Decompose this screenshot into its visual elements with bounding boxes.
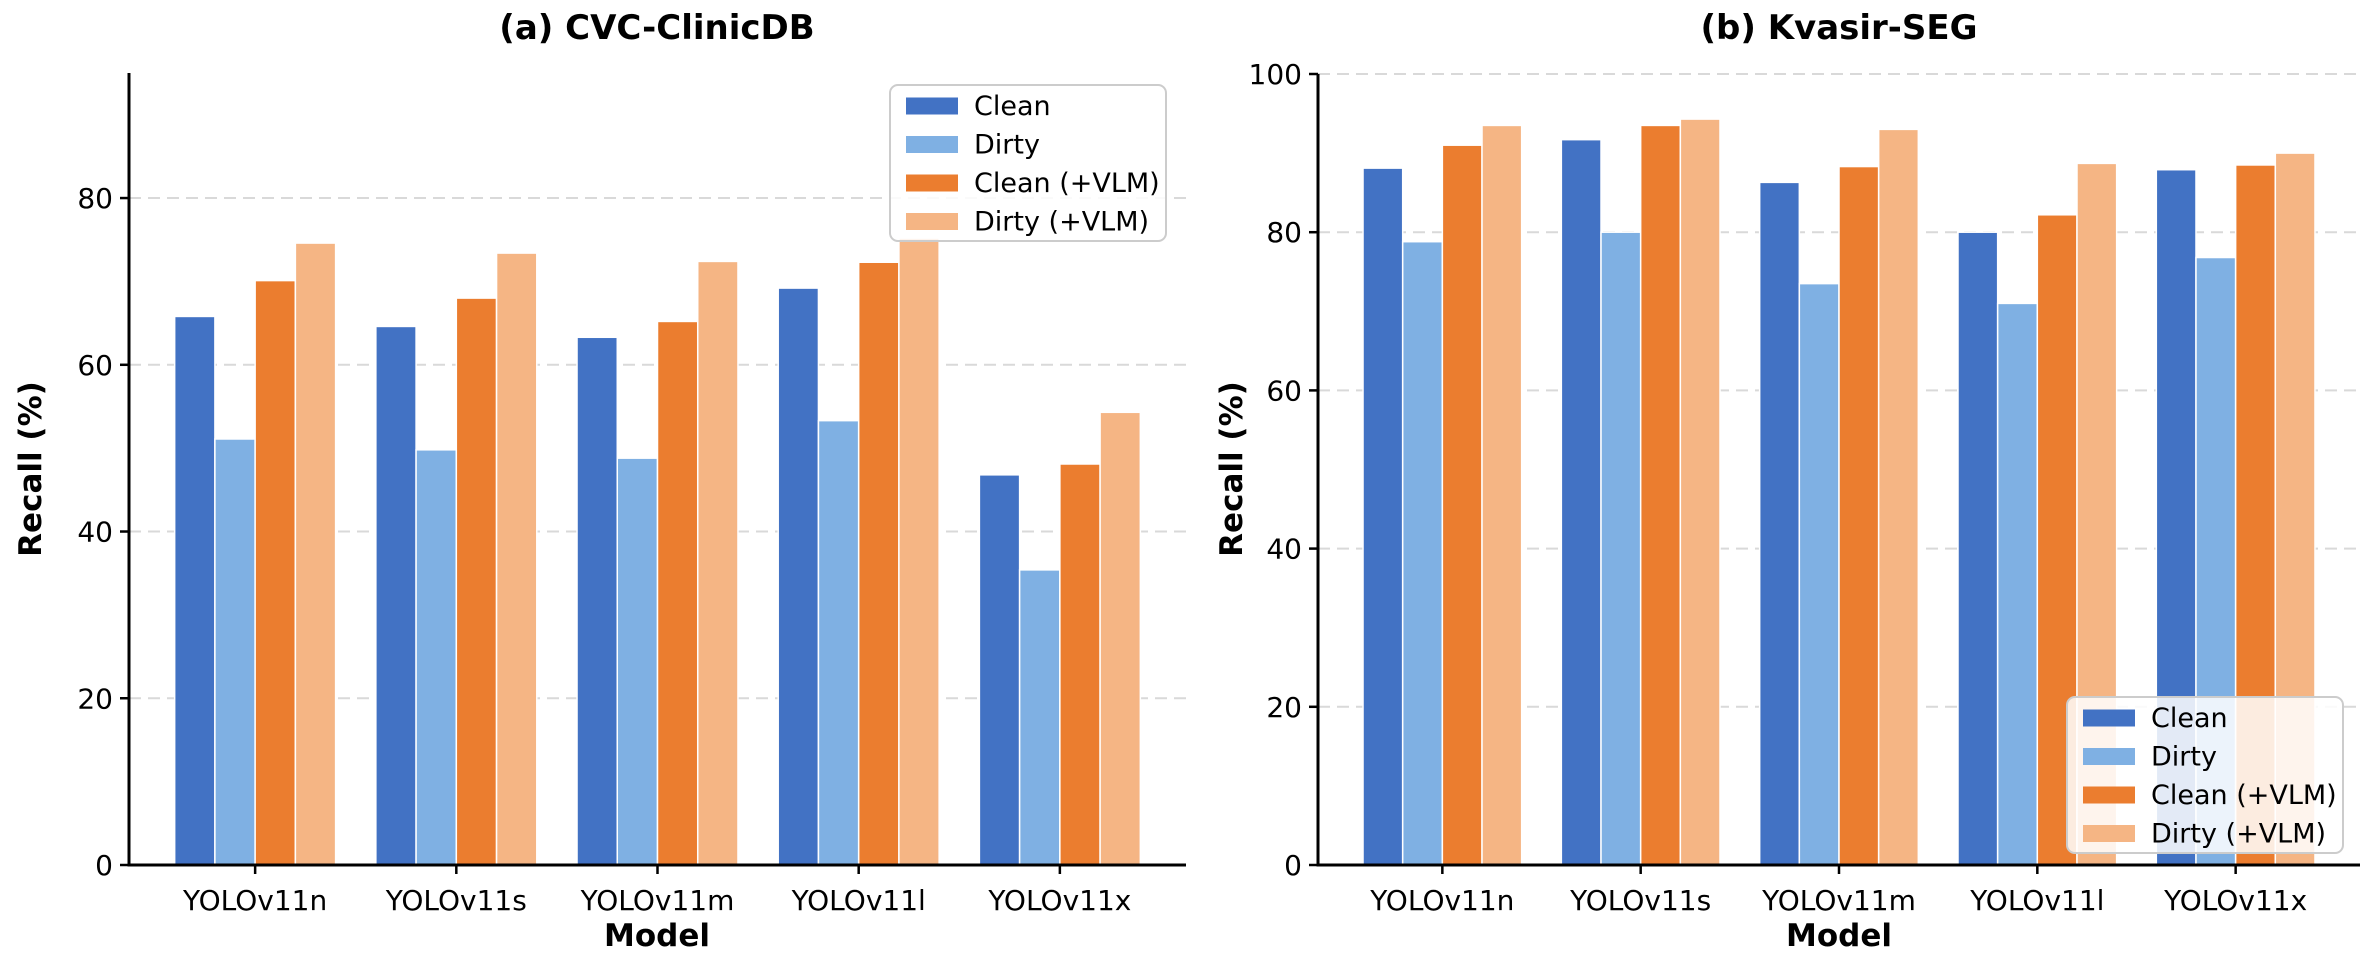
x-tick-label: YOLOv11m	[1761, 884, 1916, 917]
legend-swatch	[906, 97, 958, 115]
y-tick-label: 40	[77, 516, 113, 549]
bar	[1401, 240, 1444, 866]
bar	[254, 279, 297, 866]
bar	[898, 237, 940, 866]
bar	[656, 320, 699, 866]
y-tick-label: 20	[77, 682, 113, 715]
bar	[1877, 128, 1920, 866]
x-tick-label: YOLOv11n	[182, 884, 327, 917]
y-tick-label: 60	[77, 349, 113, 382]
legend-label: Dirty (+VLM)	[974, 207, 1149, 238]
bar	[294, 242, 337, 866]
x-tick-label: YOLOv11n	[1369, 884, 1514, 917]
legend-label: Clean (+VLM)	[2151, 780, 2337, 811]
bar	[375, 325, 417, 866]
y-tick-label: 20	[1266, 691, 1302, 724]
bar	[173, 315, 216, 866]
bar	[1560, 138, 1602, 866]
bar	[455, 297, 498, 866]
bar	[415, 449, 458, 866]
y-tick-label: 40	[1266, 533, 1302, 566]
legend-label: Dirty (+VLM)	[2151, 819, 2326, 850]
bar	[777, 287, 820, 866]
x-tick-label: YOLOv11m	[580, 884, 735, 917]
legend-label: Clean (+VLM)	[974, 168, 1160, 199]
y-tick-label: 0	[95, 849, 113, 882]
bar	[1362, 167, 1404, 866]
y-tick-label: 100	[1249, 58, 1302, 91]
legend-label: Clean	[2151, 703, 2228, 734]
chart-a-canvas: 0 20 40 60 80 YOLOv11n YOLOv11s YOLOv11m YOLOv11…	[77, 73, 1186, 917]
legend-swatch	[906, 174, 958, 192]
chart-a-x-axis-label: Model	[604, 918, 710, 954]
legend-label: Dirty	[974, 130, 1040, 161]
legend-label: Dirty	[2151, 742, 2217, 773]
legend-swatch	[2083, 825, 2135, 842]
legend-swatch	[906, 136, 958, 153]
legend-label: Clean	[974, 91, 1051, 122]
bar	[1600, 231, 1642, 866]
chart-b-title: (b) Kvasir-SEG	[1700, 8, 1978, 48]
bar	[817, 419, 860, 866]
bar	[1679, 118, 1721, 866]
bar	[1099, 411, 1142, 866]
bar	[1838, 165, 1880, 866]
x-tick-label: YOLOv11x	[987, 884, 1131, 917]
bar	[1481, 124, 1523, 866]
bar	[1957, 231, 1999, 866]
legend-swatch	[2083, 748, 2135, 765]
bar	[1018, 569, 1061, 866]
bar	[214, 438, 256, 866]
y-tick-label: 80	[77, 182, 113, 215]
chart-a-title: (a) CVC-ClinicDB	[499, 8, 815, 48]
bar	[696, 260, 739, 866]
bar	[978, 474, 1021, 866]
bar	[576, 336, 619, 866]
bar	[1059, 463, 1101, 866]
legend-swatch	[906, 213, 958, 230]
legend-swatch	[2083, 709, 2135, 727]
bar	[495, 252, 538, 866]
legend-box	[2066, 696, 2344, 854]
bar	[857, 261, 900, 866]
x-tick-label: YOLOv11s	[385, 884, 527, 917]
bar	[1798, 282, 1840, 866]
x-tick-label: YOLOv11l	[1969, 884, 2104, 917]
chart-b-x-axis-label: Model	[1786, 918, 1892, 954]
y-tick-label: 80	[1266, 216, 1302, 249]
bar	[1441, 144, 1483, 866]
legend-box	[889, 84, 1167, 242]
bar	[1996, 302, 2039, 866]
bar	[1758, 181, 1801, 866]
y-tick-label: 0	[1284, 849, 1302, 882]
x-tick-label: YOLOv11l	[791, 884, 926, 917]
y-tick-label: 60	[1266, 374, 1302, 407]
bar	[616, 457, 659, 866]
x-tick-label: YOLOv11x	[2163, 884, 2307, 917]
legend-swatch	[2083, 786, 2135, 804]
x-tick-label: YOLOv11s	[1569, 884, 1711, 917]
chart-b-canvas: 0 20 40 60 80 100 YOLOv11n YOLOv11s YOLOv11m YOLO…	[1249, 58, 2360, 917]
bar	[1639, 124, 1682, 866]
